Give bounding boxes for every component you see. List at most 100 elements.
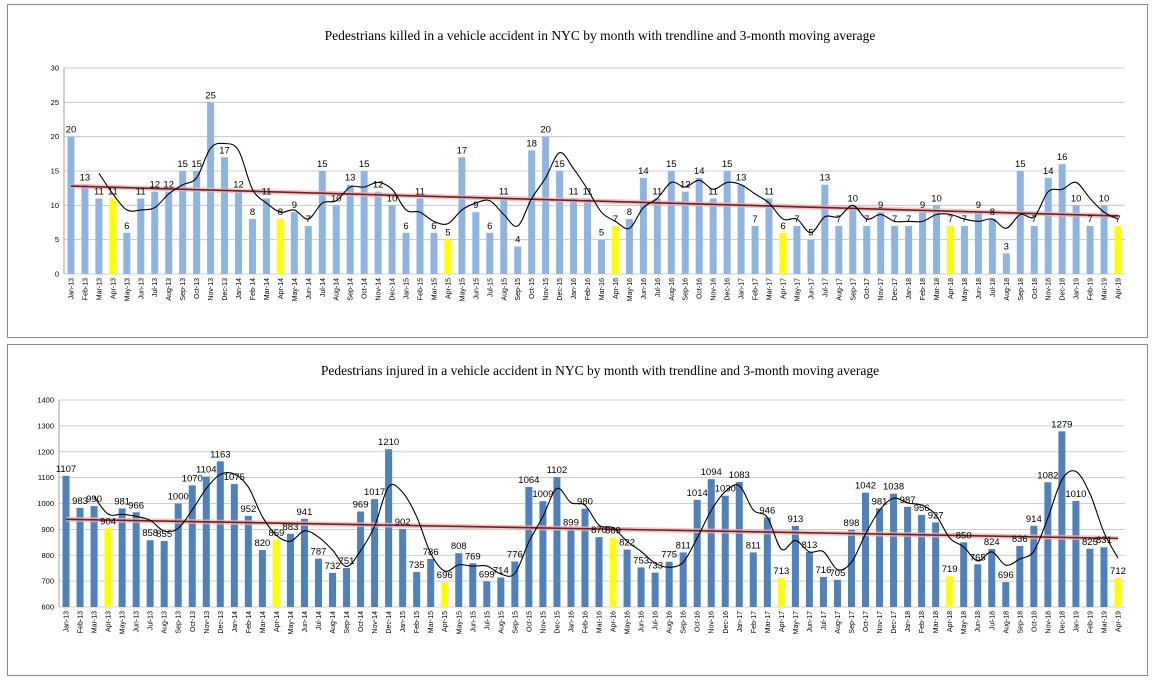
x-tick-label: Aug-16 bbox=[669, 278, 676, 301]
bar bbox=[707, 479, 715, 607]
bar bbox=[1100, 205, 1108, 274]
bar bbox=[933, 205, 941, 274]
bar bbox=[427, 558, 435, 607]
data-label: 9 bbox=[920, 200, 925, 211]
x-tick-label: Dec-18 bbox=[1059, 611, 1066, 634]
data-label: 17 bbox=[457, 145, 468, 156]
moving-average-line bbox=[93, 470, 1119, 577]
data-label: 719 bbox=[942, 564, 958, 575]
x-tick-label: Oct-18 bbox=[1031, 611, 1038, 632]
bar bbox=[62, 475, 70, 607]
data-label: 14 bbox=[638, 166, 649, 177]
bar bbox=[314, 558, 322, 607]
data-label: 8 bbox=[627, 207, 632, 218]
x-tick-label: Jul-15 bbox=[484, 611, 491, 630]
x-tick-label: Jan-16 bbox=[568, 611, 575, 633]
data-label: 1009 bbox=[532, 489, 553, 500]
bar bbox=[849, 205, 857, 274]
data-label: 10 bbox=[1071, 193, 1082, 204]
data-label: 14 bbox=[694, 166, 705, 177]
data-label: 7 bbox=[794, 214, 799, 225]
bar bbox=[819, 576, 827, 607]
data-label: 6 bbox=[780, 221, 785, 232]
x-tick-label: Apr-18 bbox=[947, 611, 954, 632]
x-tick-label: Sep-13 bbox=[180, 278, 187, 301]
x-tick-label: Oct-18 bbox=[1032, 278, 1039, 299]
x-tick-label: Feb-18 bbox=[920, 278, 927, 300]
data-label: 10 bbox=[387, 193, 398, 204]
x-tick-label: Oct-16 bbox=[695, 611, 702, 632]
data-label: 956 bbox=[914, 503, 930, 514]
bar bbox=[444, 239, 452, 274]
bar bbox=[528, 150, 536, 274]
x-tick-label: Feb-16 bbox=[582, 611, 589, 633]
x-tick-label: Apr-13 bbox=[110, 278, 117, 299]
x-tick-label: Feb-13 bbox=[78, 611, 85, 633]
x-tick-label: Aug-15 bbox=[501, 278, 508, 301]
y-tick-label: 1400 bbox=[37, 396, 54, 405]
injured-chart-panel: Pedestrians injured in a vehicle acciden… bbox=[7, 344, 1148, 676]
x-tick-label: Feb-13 bbox=[82, 278, 89, 300]
x-tick-label: Apr-16 bbox=[611, 611, 618, 632]
data-label: 811 bbox=[746, 540, 761, 551]
data-label: 969 bbox=[353, 500, 369, 511]
data-label: 983 bbox=[72, 496, 88, 507]
data-label: 5 bbox=[445, 228, 450, 239]
bar bbox=[595, 537, 603, 607]
bar bbox=[625, 219, 633, 274]
data-label: 904 bbox=[100, 516, 116, 527]
data-label: 822 bbox=[619, 538, 635, 549]
bar bbox=[919, 212, 927, 274]
data-label: 7 bbox=[1087, 214, 1092, 225]
data-label: 7 bbox=[306, 214, 311, 225]
data-label: 712 bbox=[1110, 566, 1126, 577]
x-tick-label: Oct-16 bbox=[697, 278, 704, 299]
x-tick-label: Jun-16 bbox=[641, 278, 648, 300]
data-label: 855 bbox=[156, 529, 172, 540]
bar bbox=[290, 212, 298, 274]
x-tick-label: Oct-17 bbox=[864, 278, 871, 299]
x-tick-label: May-13 bbox=[120, 611, 127, 634]
injured-chart: Pedestrians injured in a vehicle acciden… bbox=[37, 363, 1126, 634]
bar bbox=[597, 239, 605, 274]
x-tick-label: Feb-14 bbox=[246, 611, 253, 633]
x-tick-label: Nov-16 bbox=[711, 278, 718, 301]
data-label: 7 bbox=[906, 214, 911, 225]
data-label: 820 bbox=[254, 538, 270, 549]
x-tick-label: Aug-13 bbox=[166, 278, 173, 301]
x-tick-label: Dec-17 bbox=[891, 611, 898, 634]
data-label: 1030 bbox=[715, 484, 736, 495]
data-label: 5 bbox=[599, 228, 604, 239]
y-tick-label: 0 bbox=[55, 270, 59, 279]
x-tick-label: Oct-15 bbox=[526, 611, 533, 632]
data-label: 1075 bbox=[224, 472, 245, 483]
x-tick-label: May-15 bbox=[459, 278, 466, 301]
x-tick-label: Dec-18 bbox=[1060, 278, 1067, 301]
data-label: 17 bbox=[219, 145, 230, 156]
x-tick-label: Nov-13 bbox=[208, 278, 215, 301]
x-tick-label: Sep-18 bbox=[1018, 278, 1025, 301]
bar bbox=[779, 232, 787, 274]
bar bbox=[960, 542, 968, 607]
data-label: 12 bbox=[163, 180, 174, 191]
x-tick-label: Sep-15 bbox=[512, 611, 519, 634]
data-label: 735 bbox=[409, 560, 425, 571]
bar bbox=[262, 198, 270, 274]
x-tick-label: Jul-17 bbox=[822, 278, 829, 297]
bar bbox=[905, 225, 913, 274]
data-label: 966 bbox=[128, 500, 144, 511]
x-tick-label: Oct-13 bbox=[190, 611, 197, 632]
bar bbox=[216, 461, 224, 607]
data-label: 775 bbox=[661, 550, 677, 561]
x-tick-label: Mar-18 bbox=[933, 611, 940, 633]
x-tick-label: Jul-14 bbox=[320, 278, 327, 297]
data-label: 7 bbox=[752, 214, 757, 225]
x-tick-label: Mar-15 bbox=[431, 278, 438, 300]
data-label: 11 bbox=[499, 186, 509, 197]
x-tick-label: Mar-14 bbox=[264, 278, 271, 300]
x-tick-label: Mar-17 bbox=[767, 278, 774, 300]
bar bbox=[932, 522, 940, 607]
bar bbox=[525, 486, 533, 607]
data-label: 7 bbox=[1032, 214, 1037, 225]
bar bbox=[876, 508, 884, 607]
